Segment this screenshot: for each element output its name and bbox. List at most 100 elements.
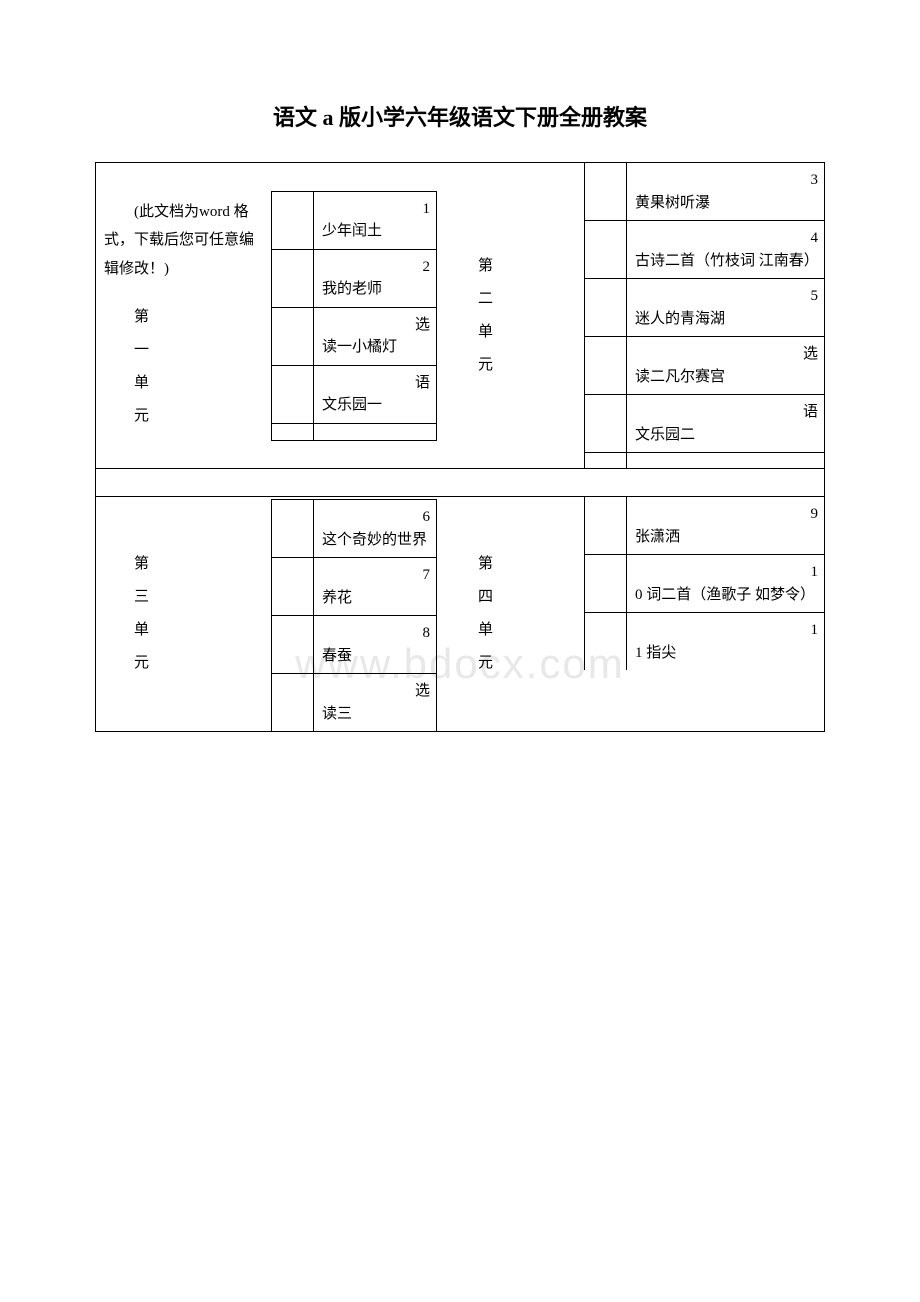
unit-4-label: 第 四 单 元	[448, 548, 538, 680]
row2-col5: 9 张潇洒 1 0 词二首（渔歌子 如梦令） 1 1 指尖	[584, 497, 824, 731]
lesson-right-cell: 6 这个奇妙的世界	[314, 500, 436, 557]
lesson-left-cell	[272, 558, 314, 615]
lesson-num: 4	[635, 227, 818, 250]
lesson-left-cell	[272, 366, 314, 423]
lesson-right-cell: 语 文乐园二	[627, 395, 824, 452]
lesson-row: 语 文乐园一	[272, 366, 436, 424]
lesson-row-empty	[584, 452, 824, 468]
lesson-left-cell	[585, 221, 627, 278]
lesson-num: 2	[322, 256, 430, 279]
lesson-row: 语 文乐园二	[584, 394, 824, 452]
lesson-text: 这个奇妙的世界	[322, 532, 427, 548]
lesson-text: 古诗二首（竹枝词 江南春）	[635, 253, 819, 269]
lesson-right-cell: 7 养花	[314, 558, 436, 615]
lesson-num: 语	[322, 372, 430, 395]
lesson-text: 文乐园一	[322, 397, 382, 413]
unit-line: 元	[448, 647, 538, 680]
row2-col2: 6 这个奇妙的世界 7 养花 8 春蚕	[268, 497, 440, 731]
lesson-row: 8 春蚕	[272, 616, 436, 674]
lesson-right-cell: 8 春蚕	[314, 616, 436, 673]
lesson-num: 5	[635, 285, 818, 308]
lesson-left-cell	[585, 497, 627, 554]
lesson-row: 6 这个奇妙的世界	[272, 500, 436, 558]
row-block-1: (此文档为word 格式，下载后您可任意编辑修改！) 第 一 单 元 1 少年闰…	[95, 162, 825, 468]
lesson-text: 1 指尖	[635, 645, 676, 661]
unit-1-label: 第 一 单 元	[104, 301, 260, 433]
lesson-right-cell: 1 少年闰土	[314, 192, 436, 249]
lesson-row: 1 少年闰土	[272, 192, 436, 250]
lesson-right-cell: 选 读三	[314, 674, 436, 731]
unit-line: 单	[448, 614, 538, 647]
lesson-right-cell: 1 1 指尖	[627, 613, 824, 670]
unit-line: 四	[448, 581, 538, 614]
unit1-lessons-table: 1 少年闰土 2 我的老师 选 读一小橘灯	[271, 191, 437, 441]
lesson-left-cell	[272, 308, 314, 365]
lesson-num: 语	[635, 401, 818, 424]
unit-line: 元	[104, 647, 260, 680]
lesson-right-cell: 9 张潇洒	[627, 497, 824, 554]
lesson-num: 1	[322, 198, 430, 221]
unit-line: 第	[448, 548, 538, 581]
unit-line: 一	[104, 334, 260, 367]
lesson-row: 3 黄果树听瀑	[584, 163, 824, 220]
lesson-text: 少年闰土	[322, 223, 382, 239]
lesson-num: 6	[322, 506, 430, 529]
lesson-num: 1	[635, 619, 818, 642]
unit-2-label: 第 二 单 元	[448, 250, 538, 382]
lesson-left-cell	[585, 163, 627, 220]
lesson-right-cell: 3 黄果树听瀑	[627, 163, 824, 220]
lesson-row: 选 读一小橘灯	[272, 308, 436, 366]
spacer-row	[95, 468, 825, 496]
unit3-lessons-table: 6 这个奇妙的世界 7 养花 8 春蚕	[271, 499, 437, 731]
lesson-row: 1 1 指尖	[584, 612, 824, 670]
document-container: 语文 a 版小学六年级语文下册全册教案 (此文档为word 格式，下载后您可任意…	[95, 100, 825, 732]
lesson-left-cell	[272, 616, 314, 673]
lesson-num: 9	[635, 503, 818, 526]
row2-col3: 第 四 单 元	[440, 497, 546, 731]
lesson-text: 我的老师	[322, 281, 382, 297]
unit-line: 元	[104, 400, 260, 433]
lesson-row: 选 读三	[272, 674, 436, 731]
lesson-row: 1 0 词二首（渔歌子 如梦令）	[584, 554, 824, 612]
lesson-right-cell: 5 迷人的青海湖	[627, 279, 824, 336]
lesson-right-cell: 选 读二凡尔赛宫	[627, 337, 824, 394]
lesson-text: 春蚕	[322, 648, 352, 664]
unit-line: 第	[104, 548, 260, 581]
lesson-right-cell	[314, 424, 436, 440]
row1-col5: 3 黄果树听瀑 4 古诗二首（竹枝词 江南春） 5 迷人的青海湖	[584, 163, 824, 468]
lesson-right-cell: 选 读一小橘灯	[314, 308, 436, 365]
unit-line: 单	[448, 316, 538, 349]
lesson-num: 选	[322, 680, 430, 703]
lesson-text: 迷人的青海湖	[635, 311, 725, 327]
lesson-text: 养花	[322, 590, 352, 606]
lesson-num: 3	[635, 169, 818, 192]
lesson-right-cell: 语 文乐园一	[314, 366, 436, 423]
lesson-row: 5 迷人的青海湖	[584, 278, 824, 336]
unit-line: 单	[104, 367, 260, 400]
lesson-left-cell	[585, 279, 627, 336]
row1-col4-spacer	[546, 163, 584, 468]
lesson-text: 读三	[322, 706, 352, 722]
lesson-text: 文乐园二	[635, 427, 695, 443]
lesson-row: 选 读二凡尔赛宫	[584, 336, 824, 394]
lesson-num: 1	[635, 561, 818, 584]
lesson-left-cell	[272, 192, 314, 249]
lesson-right-cell: 4 古诗二首（竹枝词 江南春）	[627, 221, 824, 278]
unit-line: 第	[104, 301, 260, 334]
lesson-num: 选	[635, 343, 818, 366]
page-title: 语文 a 版小学六年级语文下册全册教案	[95, 100, 825, 132]
lesson-left-cell	[272, 674, 314, 731]
unit-line: 元	[448, 349, 538, 382]
unit-line: 第	[448, 250, 538, 283]
unit-3-label: 第 三 单 元	[104, 548, 260, 680]
row1-col1: (此文档为word 格式，下载后您可任意编辑修改！) 第 一 单 元	[96, 163, 268, 468]
lesson-left-cell	[585, 555, 627, 612]
row-block-2: 第 三 单 元 6 这个奇妙的世界 7 养	[95, 496, 825, 732]
row2-col4-spacer	[546, 497, 584, 731]
lesson-text: 读二凡尔赛宫	[635, 369, 725, 385]
lesson-right-cell: 2 我的老师	[314, 250, 436, 307]
lesson-num: 7	[322, 564, 430, 587]
unit-line: 二	[448, 283, 538, 316]
lesson-text: 黄果树听瀑	[635, 195, 710, 211]
lesson-left-cell	[585, 337, 627, 394]
